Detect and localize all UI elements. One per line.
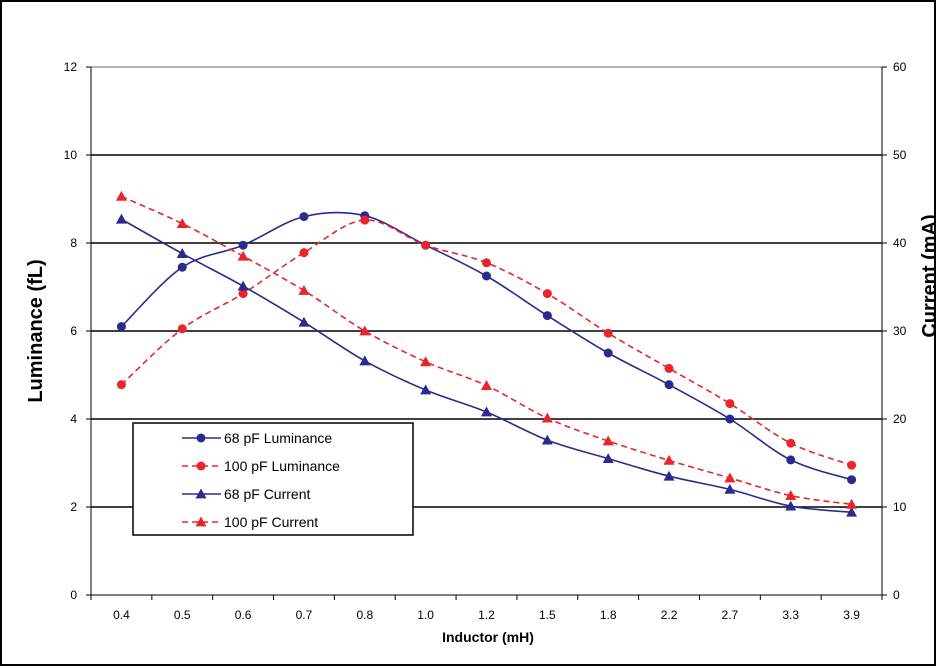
data-point-68-pf-current [115, 213, 127, 224]
grid-layer [91, 66, 882, 508]
data-point-100-pf-luminance [116, 380, 126, 390]
y2-tick-label: 30 [893, 324, 907, 338]
data-point-100-pf-current [359, 325, 371, 336]
data-point-100-pf-current [602, 435, 614, 446]
data-point-68-pf-current [602, 453, 614, 463]
data-point-68-pf-current [359, 355, 371, 366]
data-point-100-pf-current [481, 380, 492, 390]
data-point-100-pf-luminance [664, 363, 674, 373]
data-point-100-pf-luminance [847, 460, 857, 470]
data-point-68-pf-current [298, 316, 310, 327]
data-point-100-pf-luminance [603, 328, 613, 338]
data-point-100-pf-current [298, 285, 310, 295]
data-point-68-pf-luminance [603, 348, 613, 358]
legend-box [132, 422, 414, 536]
legend-marker-100-pf-current [195, 516, 207, 527]
y-tick-label: 0 [70, 588, 77, 602]
legend-label-100-pf-current: 100 pF Current [224, 514, 318, 530]
x-tick-label: 0.7 [296, 608, 313, 622]
data-point-100-pf-current [115, 190, 127, 201]
data-point-68-pf-current [785, 500, 797, 511]
x-tick-label: 1.0 [417, 608, 434, 622]
x-tick-label: 0.8 [356, 608, 373, 622]
x-tick-label: 3.3 [782, 608, 799, 622]
x-tick-label: 0.6 [235, 608, 252, 622]
y-axis-title: Luminance (fL) [25, 259, 47, 402]
data-point-68-pf-luminance [725, 414, 735, 424]
data-point-100-pf-current [724, 472, 736, 483]
data-point-100-pf-current [176, 218, 188, 229]
data-point-68-pf-luminance [542, 311, 552, 321]
data-point-68-pf-current [237, 280, 249, 291]
data-point-100-pf-current [846, 498, 858, 509]
data-point-100-pf-current [663, 454, 675, 465]
data-point-68-pf-luminance [177, 262, 187, 272]
data-point-100-pf-luminance [725, 399, 735, 409]
y-tick-label: 8 [70, 236, 77, 250]
data-point-100-pf-luminance [421, 240, 431, 250]
x-tick-label: 1.8 [600, 608, 617, 622]
y2-tick-label: 40 [893, 236, 907, 250]
data-point-100-pf-luminance [238, 289, 248, 299]
legend-marker-68-pf-current [195, 488, 207, 499]
x-tick-label: 2.7 [722, 608, 739, 622]
y2-axis-title: Current (mA) [919, 214, 936, 337]
data-point-68-pf-luminance [116, 322, 126, 332]
legend-label-100-pf-luminance: 100 pF Luminance [224, 458, 340, 474]
data-point-68-pf-current [481, 406, 492, 417]
data-point-68-pf-luminance [238, 240, 248, 250]
legend-marker-100-pf-luminance [196, 461, 206, 471]
x-tick-label: 1.5 [539, 608, 556, 622]
data-point-100-pf-luminance [360, 215, 370, 225]
data-point-100-pf-luminance [542, 289, 552, 299]
x-axis-title: Inductor (mH) [442, 629, 534, 645]
y2-tick-label: 0 [893, 588, 900, 602]
data-point-100-pf-luminance [786, 438, 796, 448]
legend: 68 pF Luminance 100 pF Luminance 68 pF Cur… [132, 422, 414, 536]
y2-tick-label: 50 [893, 148, 907, 162]
data-point-100-pf-current [785, 490, 797, 500]
data-point-68-pf-current [541, 434, 553, 445]
y-tick-label: 2 [70, 500, 77, 514]
y2-tick-label: 60 [893, 60, 907, 74]
y-tick-label: 10 [64, 148, 78, 162]
legend-marker-68-pf-luminance [196, 433, 206, 443]
data-point-68-pf-current [176, 248, 188, 258]
data-point-68-pf-luminance [482, 271, 491, 281]
legend-label-68-pf-current: 68 pF Current [224, 486, 310, 502]
data-point-68-pf-current [420, 384, 432, 395]
data-point-68-pf-current [846, 506, 858, 517]
x-tick-label: 0.4 [113, 608, 130, 622]
series-layer [115, 190, 858, 517]
data-point-68-pf-luminance [299, 212, 309, 222]
y-tick-label: 4 [70, 412, 77, 426]
x-tick-label: 0.5 [174, 608, 191, 622]
data-point-100-pf-current [237, 250, 249, 261]
y2-tick-label: 20 [893, 412, 907, 426]
axis-layer: 0 2 4 6 8 10 12 0 10 20 30 40 50 60 0.4 0.5 0.6 0.7 0.8 1.0… [64, 60, 907, 622]
data-point-100-pf-luminance [299, 248, 309, 258]
x-tick-label: 2.2 [661, 608, 678, 622]
y-tick-label: 12 [64, 60, 78, 74]
y-tick-label: 6 [70, 324, 77, 338]
data-point-68-pf-luminance [847, 475, 857, 485]
legend-label-68-pf-luminance: 68 pF Luminance [224, 430, 332, 446]
data-point-68-pf-luminance [786, 455, 796, 465]
data-point-68-pf-current [663, 470, 675, 481]
data-point-100-pf-luminance [482, 258, 491, 268]
x-tick-label: 1.2 [478, 608, 495, 622]
y2-tick-label: 10 [893, 500, 907, 514]
data-point-68-pf-luminance [664, 380, 674, 390]
data-point-100-pf-luminance [177, 324, 187, 334]
data-point-100-pf-current [420, 356, 432, 367]
data-point-100-pf-current [541, 412, 553, 423]
x-tick-label: 3.9 [843, 608, 860, 622]
data-point-68-pf-current [724, 483, 736, 494]
